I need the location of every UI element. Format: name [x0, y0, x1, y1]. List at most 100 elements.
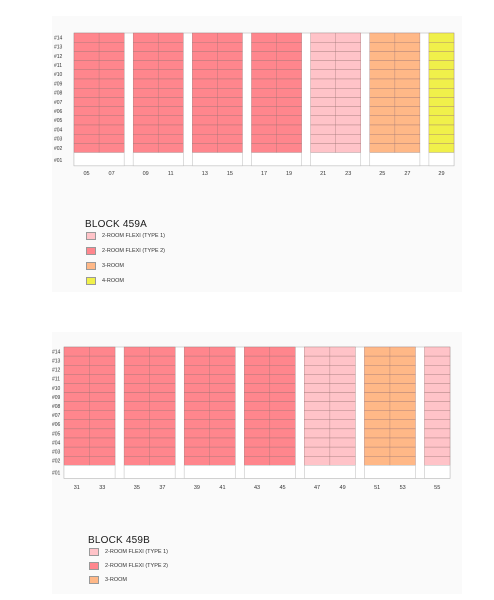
- unit-stack-39-41: [183, 346, 236, 479]
- floor-cell-01: [73, 152, 125, 167]
- floor-label-01: #01: [54, 158, 63, 164]
- floor-cell-12: [428, 51, 455, 61]
- floor-cell-11: [428, 60, 455, 70]
- floor-label-07: #07: [54, 100, 63, 106]
- floor-cell-01: [243, 465, 296, 479]
- floor-cell-05: [428, 115, 455, 126]
- unit-number-55: 55: [434, 485, 440, 491]
- legend-swatch: [86, 277, 96, 285]
- unit-stack-29: [428, 32, 455, 167]
- floor-label-08: #08: [52, 404, 61, 410]
- legend-item: 2-ROOM FLEXI (TYPE 1): [89, 548, 168, 556]
- unit-stack-35-37: [123, 346, 176, 479]
- unit-stack-25-27: [369, 32, 421, 167]
- floor-cell-14: [428, 32, 455, 43]
- legend-swatch: [89, 548, 99, 556]
- floor-cell-01: [132, 152, 184, 167]
- unit-number-07: 07: [109, 171, 115, 177]
- unit-number-41: 41: [219, 485, 225, 491]
- floor-label-03: #03: [54, 137, 63, 143]
- floor-cell-13: [428, 42, 455, 52]
- floor-cell-01: [63, 465, 116, 479]
- unit-number-47: 47: [314, 485, 320, 491]
- floor-label-02: #02: [54, 146, 63, 152]
- legend-item: 2-ROOM FLEXI (TYPE 1): [86, 232, 165, 240]
- floor-cell-08: [424, 401, 451, 411]
- unit-number-11: 11: [168, 171, 174, 177]
- legend-item: 3-ROOM: [89, 576, 127, 584]
- unit-number-43: 43: [254, 485, 260, 491]
- floor-cell-06: [428, 106, 455, 116]
- unit-stack-13-15: [192, 32, 243, 167]
- floor-label-12: #12: [52, 368, 61, 374]
- unit-stack-55: [424, 346, 451, 479]
- unit-stack-43-45: [243, 346, 296, 479]
- block-459b-stacking-diagram: #14 #13 #12 #11 #10 #09 #08 #07 #06 #05 #04 #03 #02 #…: [52, 346, 451, 491]
- legend-swatch: [86, 232, 96, 240]
- floor-label-08: #08: [54, 91, 63, 97]
- unit-number-25: 25: [379, 171, 385, 177]
- floor-cell-01: [251, 152, 302, 167]
- legend-label: 2-ROOM FLEXI (TYPE 1): [102, 233, 165, 239]
- unit-number-31: 31: [74, 485, 80, 491]
- floor-label-04: #04: [52, 440, 61, 446]
- block-title: BLOCK 459B: [88, 535, 151, 546]
- floor-label-02: #02: [52, 459, 61, 465]
- unit-number-37: 37: [159, 485, 165, 491]
- unit-stack-51-53: [364, 346, 416, 479]
- unit-number-29: 29: [438, 171, 444, 177]
- legend-label: 2-ROOM FLEXI (TYPE 2): [105, 563, 168, 569]
- unit-number-09: 09: [143, 171, 149, 177]
- floor-label-14: #14: [52, 349, 61, 355]
- unit-number-05: 05: [83, 171, 89, 177]
- floor-cell-01: [183, 465, 236, 479]
- floor-label-10: #10: [54, 72, 63, 78]
- legend-label: 3-ROOM: [105, 577, 127, 583]
- unit-number-33: 33: [99, 485, 105, 491]
- floor-label-09: #09: [54, 81, 63, 87]
- floor-cell-04: [428, 124, 455, 135]
- floor-cell-01: [123, 465, 176, 479]
- unit-number-51: 51: [374, 485, 380, 491]
- unit-stack-05-07: [73, 32, 125, 167]
- legend-label: 2-ROOM FLEXI (TYPE 2): [102, 248, 165, 254]
- floor-cell-09: [424, 392, 451, 402]
- unit-stack-31-33: [63, 346, 116, 479]
- floor-label-04: #04: [54, 127, 63, 133]
- floor-label-06: #06: [52, 422, 61, 428]
- floor-label-11: #11: [52, 377, 60, 383]
- floor-label-09: #09: [52, 395, 61, 401]
- block-459a-panel: #14 #13 #12 #11 #10 #09 #08 #07 #06 #05 #04 #03 #02 #…: [52, 16, 462, 292]
- floor-cell-01: [428, 152, 455, 167]
- floor-cell-01: [304, 465, 356, 479]
- block-title: BLOCK 459A: [85, 219, 148, 230]
- unit-number-45: 45: [279, 485, 285, 491]
- unit-number-13: 13: [202, 171, 208, 177]
- unit-number-53: 53: [400, 485, 406, 491]
- floor-cell-10: [428, 69, 455, 80]
- unit-number-23: 23: [345, 171, 351, 177]
- floor-cell-01: [364, 465, 416, 479]
- floor-label-12: #12: [54, 54, 63, 60]
- floor-cell-12: [424, 365, 451, 375]
- unit-stack-21-23: [310, 32, 362, 167]
- unit-number-49: 49: [340, 485, 346, 491]
- floor-cell-07: [428, 97, 455, 107]
- floor-cell-08: [428, 88, 455, 98]
- floor-label-06: #06: [54, 109, 63, 115]
- floor-cell-03: [424, 446, 451, 457]
- floor-cell-01: [310, 152, 362, 167]
- floor-label-03: #03: [52, 449, 61, 455]
- floor-label-11: #11: [54, 63, 62, 69]
- floor-label-13: #13: [52, 358, 61, 364]
- unit-stack-47-49: [304, 346, 356, 479]
- unit-number-21: 21: [320, 171, 326, 177]
- legend-swatch: [89, 562, 99, 570]
- legend-item: 3-ROOM: [86, 262, 124, 270]
- floor-label-05: #05: [54, 118, 63, 124]
- floor-label-10: #10: [52, 386, 61, 392]
- floor-cell-11: [424, 374, 451, 384]
- floor-cell-02: [424, 456, 451, 466]
- floor-cell-01: [192, 152, 243, 167]
- floor-cell-02: [428, 143, 455, 153]
